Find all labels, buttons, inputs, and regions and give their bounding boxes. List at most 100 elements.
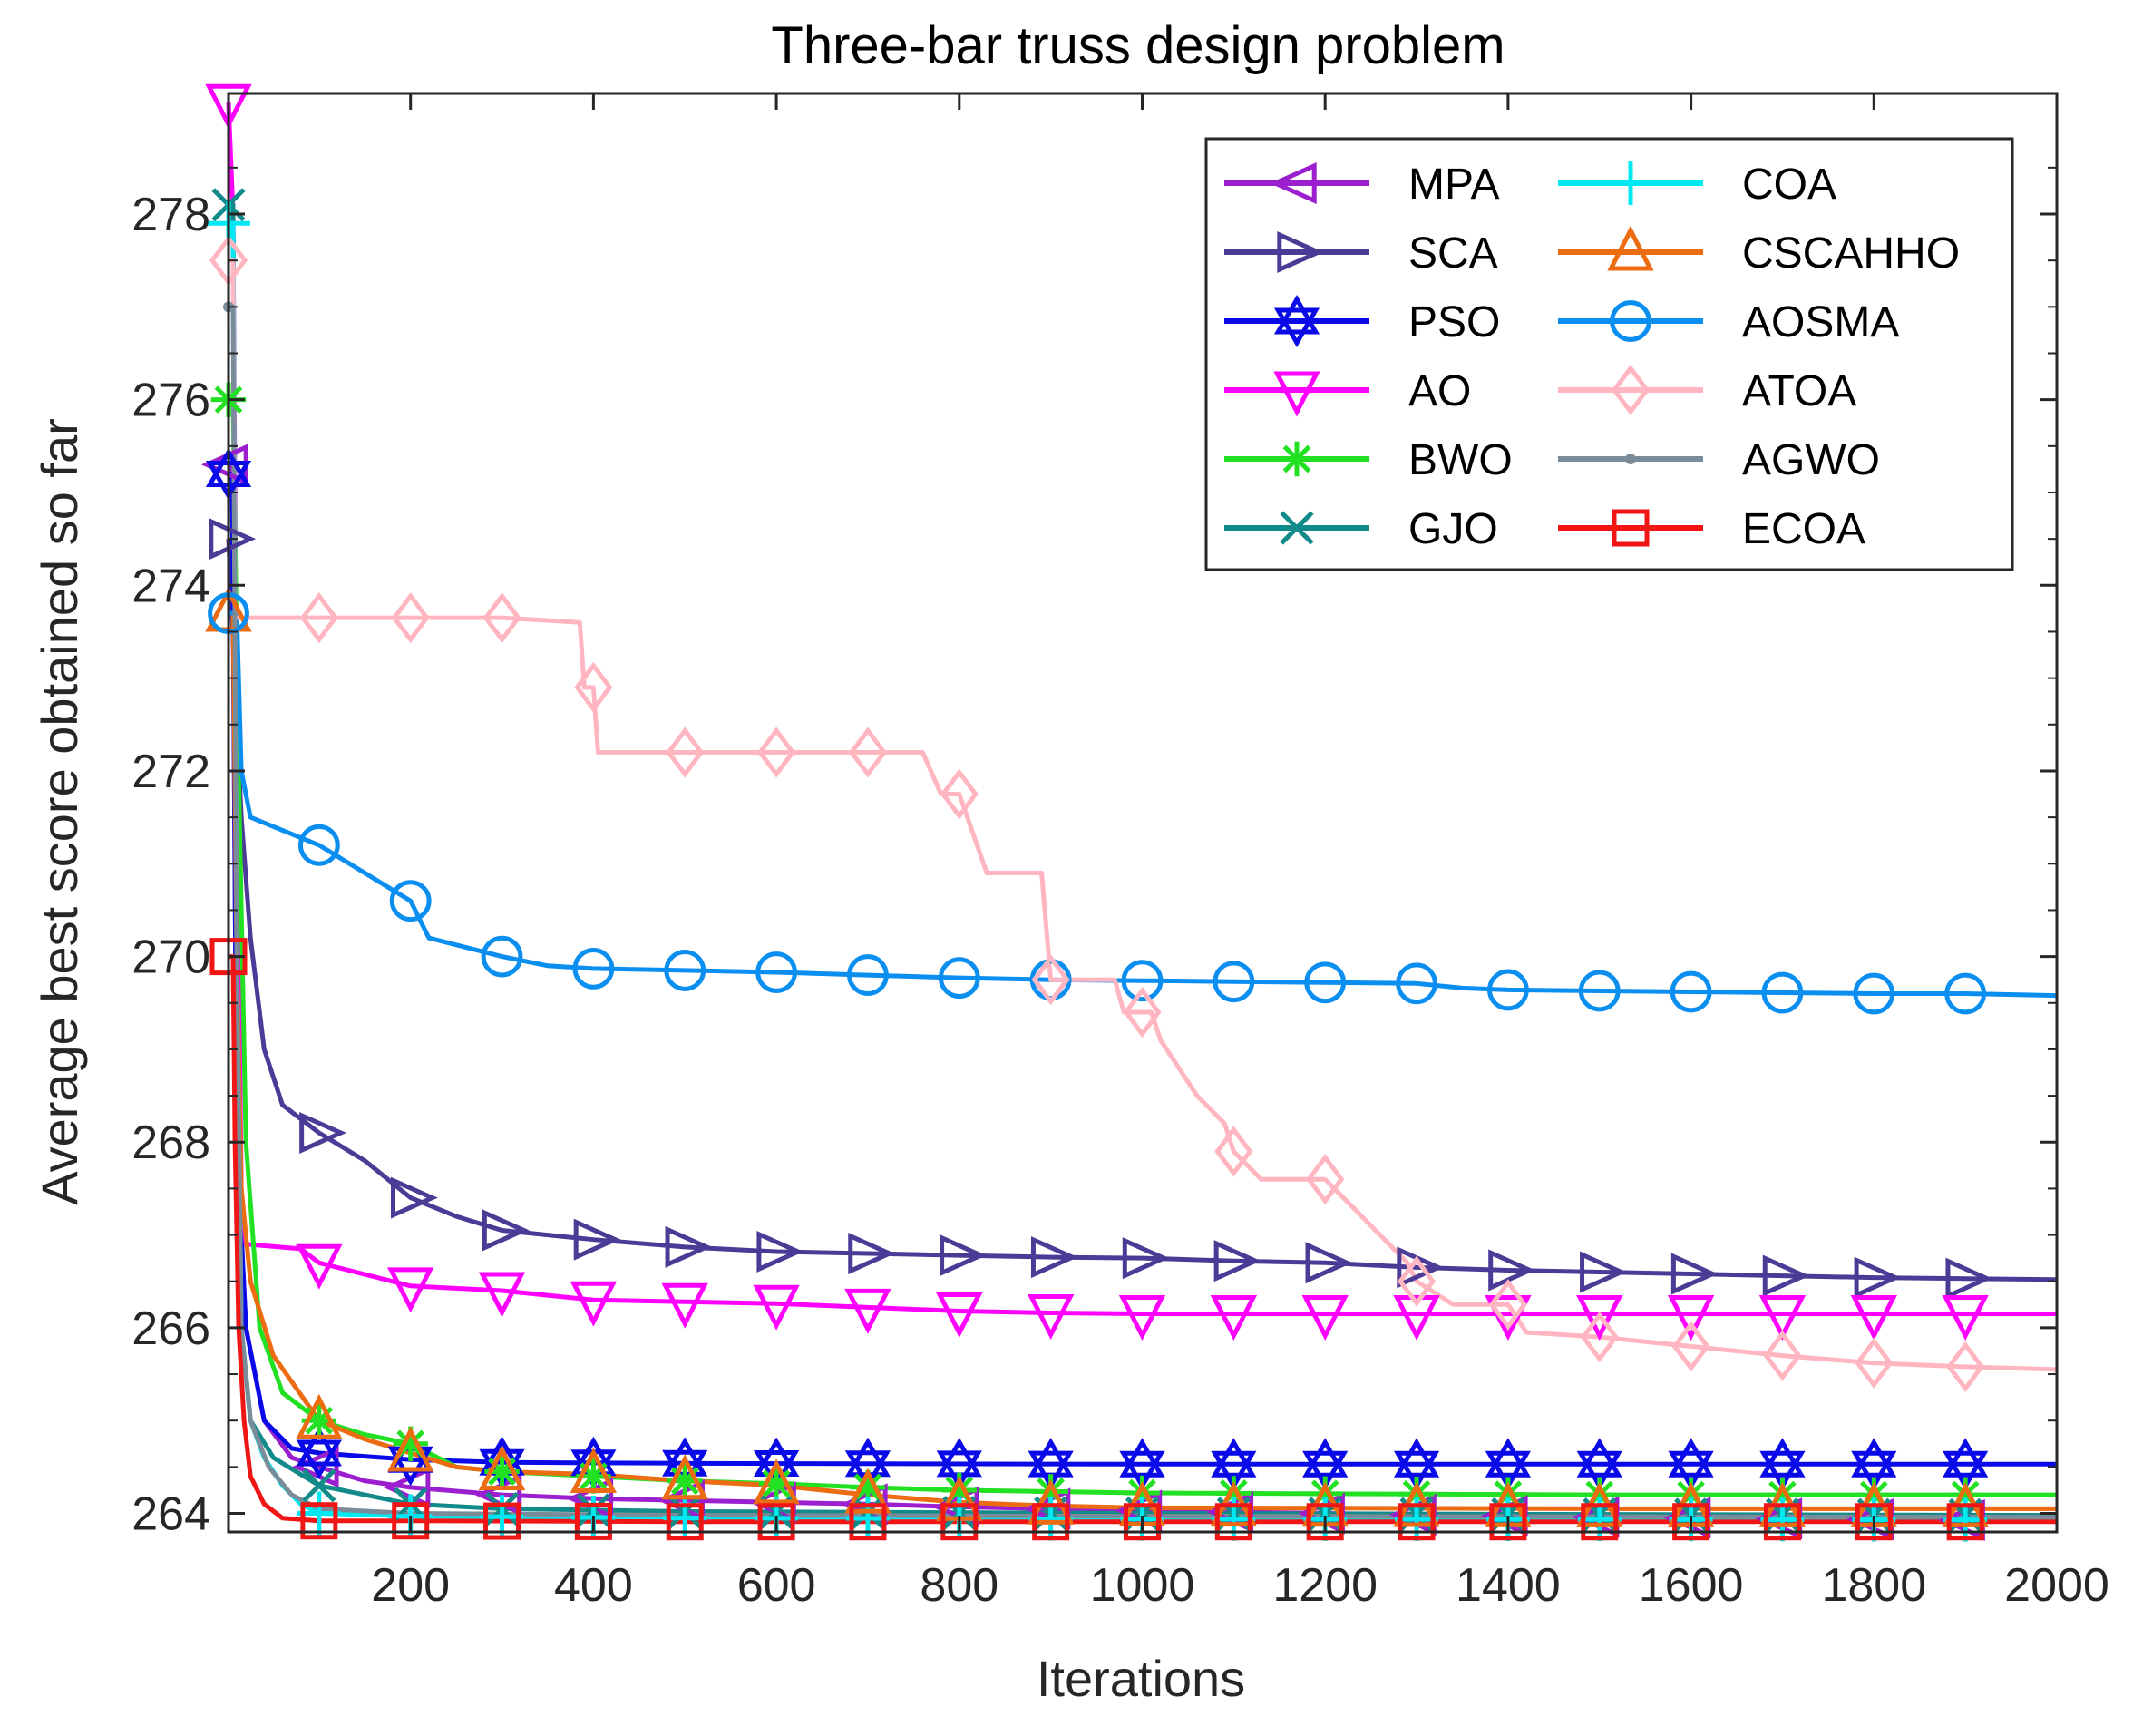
marker-pso-part [1668,1438,1714,1478]
legend-item-cscahho: CSCAHHO [1558,225,1960,278]
marker-sca [1854,1256,1902,1299]
marker-sca [940,1234,987,1277]
marker-mpa [291,1446,339,1488]
marker-aosma [481,935,523,978]
marker-bwo [1125,1475,1160,1511]
legend-label: AO [1408,367,1471,415]
marker-atoa [299,591,338,644]
marker-bwo [1856,1477,1892,1513]
y-tick-label: 276 [131,375,210,427]
marker-ecoa [666,1503,704,1541]
legend-marker-pso-part [1273,307,1320,347]
marker-ecoa [1123,1503,1161,1541]
legend-marker-ao [1273,371,1320,417]
marker-sca [1213,1240,1261,1282]
x-tick-label: 2000 [2004,1559,2109,1612]
marker-aosma [1670,970,1712,1013]
marker-aosma [1396,962,1437,1005]
marker-aosma [847,954,889,996]
y-tick-label: 278 [131,189,210,241]
marker-sca [482,1209,530,1252]
x-tick-label: 1200 [1272,1559,1378,1612]
legend-items: MPA SCA PSO AO BWO GJO COA CSCAHHO AOSMA ATOA AGWO… [1224,161,1960,553]
legend-item-ecoa: ECOA [1558,505,1865,553]
legend-item-aosma: AOSMA [1558,298,1899,346]
marker-bwo [1673,1477,1709,1513]
series-sca [226,538,2058,1282]
marker-bwo [1490,1477,1526,1512]
marker-pso-part [1302,1450,1349,1491]
y-tick-label: 266 [131,1302,210,1355]
x-tick-label: 800 [920,1559,998,1612]
marker-pso-part [1119,1450,1165,1491]
marker-aosma [664,950,706,991]
y-axis-label: Average best score obtained so far [31,418,88,1205]
marker-ecoa [300,1502,338,1540]
marker-sca [1945,1257,1993,1300]
marker-aosma [755,951,797,993]
marker-pso-part [1211,1438,1257,1478]
marker-bwo [758,1466,794,1501]
marker-cscahho [570,1448,618,1494]
marker-pso-part [1485,1450,1532,1491]
marker-pso-part [844,1450,891,1490]
marker-ao [1576,1295,1623,1341]
marker-ecoa [940,1503,979,1541]
marker-atoa [1214,1126,1253,1177]
marker-bwo [484,1454,520,1489]
marker-pso-part [1851,1450,1897,1491]
legend-marker-ecoa [1612,509,1650,547]
marker-cscahho [478,1445,526,1490]
marker-atoa [666,727,705,778]
marker-pso [296,1427,342,1480]
marker-atoa [1763,1330,1802,1381]
marker-aosma [572,948,615,990]
marker-atoa [1397,1255,1437,1307]
marker-pso-part [1302,1438,1349,1478]
marker-pso-part [1485,1438,1532,1478]
marker-ao [1027,1294,1075,1340]
marker-ao [753,1284,800,1331]
marker-ecoa [1672,1503,1710,1541]
series-line-sca [226,538,2058,1282]
marker-ao [661,1282,708,1329]
marker-atoa [1946,1341,1985,1393]
legend-item-ao: AO [1224,367,1471,417]
marker-ao [1758,1295,1807,1341]
marker-pso [1485,1438,1532,1491]
marker-atoa [1488,1279,1528,1331]
marker-ecoa [1306,1503,1344,1541]
legend-marker-atoa [1611,364,1651,416]
marker-sca [573,1218,621,1261]
marker-ecoa [1398,1503,1436,1541]
marker-ao [1118,1295,1166,1341]
series-markers-ao [205,83,1989,1341]
legend-label: PSO [1408,298,1500,346]
marker-pso-part [1851,1438,1897,1478]
marker-bwo [850,1469,886,1506]
marker-pso [1759,1438,1806,1491]
legend-marker-coa [1609,161,1652,205]
marker-pso-part [1211,1450,1257,1491]
marker-ecoa [1032,1503,1070,1541]
marker-bwo [667,1463,703,1498]
legend-label: COA [1742,161,1836,209]
marker-ecoa [1489,1503,1527,1541]
x-tick-label: 600 [737,1559,816,1612]
marker-atoa [1855,1337,1894,1389]
marker-atoa [1306,1154,1345,1205]
marker-atoa [848,727,888,778]
marker-gjo [302,1468,336,1503]
marker-pso-part [753,1449,800,1490]
marker-aosma [1578,970,1621,1012]
marker-pso-part [1119,1438,1165,1478]
marker-bwo [301,1403,337,1439]
marker-ecoa [849,1503,887,1541]
legend-label: ATOA [1742,367,1856,415]
legend-marker-sca [1277,230,1325,274]
marker-sca [1030,1236,1078,1279]
series-markers-sca [209,518,1993,1300]
ticks-layer: 200 400 600 800 1000 1200 1400 1600 1800 2000 264 2… [131,93,2109,1612]
marker-aosma [1761,971,1804,1014]
marker-aosma [1304,961,1347,1004]
